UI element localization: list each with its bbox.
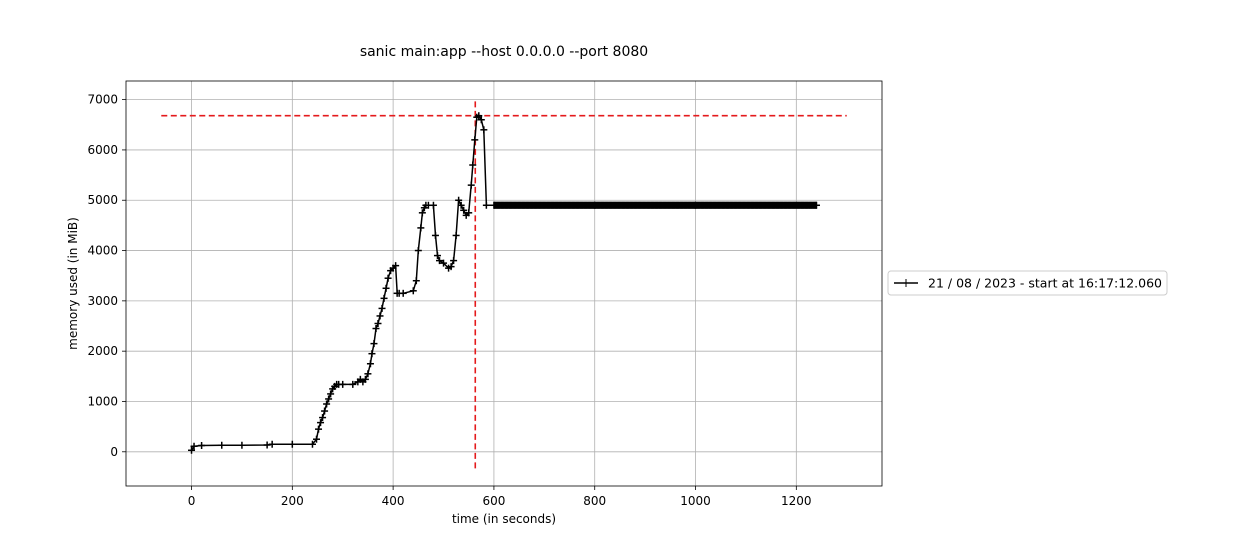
data-point bbox=[417, 224, 425, 232]
data-point bbox=[263, 441, 271, 449]
data-point bbox=[399, 289, 407, 297]
data-point bbox=[317, 419, 325, 427]
data-point bbox=[361, 375, 369, 383]
data-point bbox=[471, 136, 479, 144]
data-point bbox=[364, 370, 372, 378]
data-point bbox=[447, 263, 455, 271]
y-tick-label: 0 bbox=[110, 445, 118, 459]
data-point bbox=[325, 395, 333, 403]
data-point bbox=[349, 380, 357, 388]
legend-label: 21 / 08 / 2023 - start at 16:17:12.060 bbox=[928, 276, 1162, 291]
data-point bbox=[435, 257, 443, 265]
data-point bbox=[418, 209, 426, 217]
data-point bbox=[452, 231, 460, 239]
y-tick-label: 2000 bbox=[87, 344, 118, 358]
legend-box bbox=[887, 270, 1168, 296]
data-point bbox=[384, 274, 392, 282]
data-point bbox=[482, 201, 490, 209]
data-point bbox=[238, 441, 246, 449]
data-point bbox=[455, 196, 463, 204]
data-point bbox=[412, 277, 420, 285]
y-tick-label: 5000 bbox=[87, 193, 118, 207]
data-point bbox=[429, 201, 437, 209]
y-tick-label: 7000 bbox=[87, 93, 118, 107]
x-tick-label: 600 bbox=[482, 494, 505, 508]
series-layer bbox=[188, 112, 820, 454]
data-point bbox=[372, 325, 380, 333]
data-point bbox=[327, 390, 335, 398]
data-point bbox=[319, 414, 327, 422]
data-point bbox=[460, 206, 468, 214]
data-point bbox=[374, 319, 382, 327]
data-point bbox=[188, 446, 196, 454]
reference-lines bbox=[161, 99, 847, 469]
data-point bbox=[323, 400, 331, 408]
data-point bbox=[409, 287, 417, 295]
data-point bbox=[376, 312, 384, 320]
x-tick-label: 1200 bbox=[781, 494, 812, 508]
data-point bbox=[190, 442, 198, 450]
data-point bbox=[475, 112, 483, 120]
y-tick-label: 3000 bbox=[87, 294, 118, 308]
data-point bbox=[467, 181, 475, 189]
data-point bbox=[477, 116, 485, 124]
data-point bbox=[339, 380, 347, 388]
data-point bbox=[308, 440, 316, 448]
data-point bbox=[465, 209, 473, 217]
grid bbox=[126, 81, 882, 486]
plot-frame bbox=[125, 80, 883, 487]
data-point bbox=[382, 284, 390, 292]
data-point bbox=[321, 407, 329, 415]
data-point bbox=[288, 440, 296, 448]
data-point bbox=[315, 425, 323, 433]
data-point bbox=[370, 340, 378, 348]
x-tick-label: 400 bbox=[382, 494, 405, 508]
x-tick-label: 800 bbox=[583, 494, 606, 508]
data-point bbox=[450, 257, 458, 265]
series-line bbox=[190, 114, 817, 451]
y-tick-label: 1000 bbox=[87, 394, 118, 408]
data-point bbox=[268, 440, 276, 448]
data-point bbox=[378, 304, 386, 312]
data-point bbox=[218, 441, 226, 449]
y-axis: 0 1000 2000 3000 4000 5000 6000 7000 bbox=[87, 93, 126, 459]
x-tick-label: 1000 bbox=[680, 494, 711, 508]
data-point bbox=[440, 259, 448, 267]
x-tick-label: 200 bbox=[281, 494, 304, 508]
data-point bbox=[431, 231, 439, 239]
data-point bbox=[392, 262, 400, 270]
y-tick-label: 6000 bbox=[87, 143, 118, 157]
data-point bbox=[366, 360, 374, 368]
data-point bbox=[380, 294, 388, 302]
data-point bbox=[480, 126, 488, 134]
data-point bbox=[313, 435, 321, 443]
y-tick-label: 4000 bbox=[87, 244, 118, 258]
data-point bbox=[414, 247, 422, 255]
data-point bbox=[368, 350, 376, 358]
data-point bbox=[457, 201, 465, 209]
x-axis: 0 200 400 600 800 1000 1200 bbox=[188, 486, 812, 508]
x-tick-label: 0 bbox=[188, 494, 196, 508]
data-point bbox=[469, 161, 477, 169]
legend: 21 / 08 / 2023 - start at 16:17:12.060 bbox=[887, 270, 1168, 296]
data-point bbox=[198, 442, 206, 449]
x-axis-label: time (in seconds) bbox=[452, 512, 556, 526]
y-axis-label: memory used (in MiB) bbox=[66, 217, 80, 350]
chart-title: sanic main:app --host 0.0.0.0 --port 808… bbox=[360, 44, 648, 60]
data-point bbox=[433, 252, 441, 260]
